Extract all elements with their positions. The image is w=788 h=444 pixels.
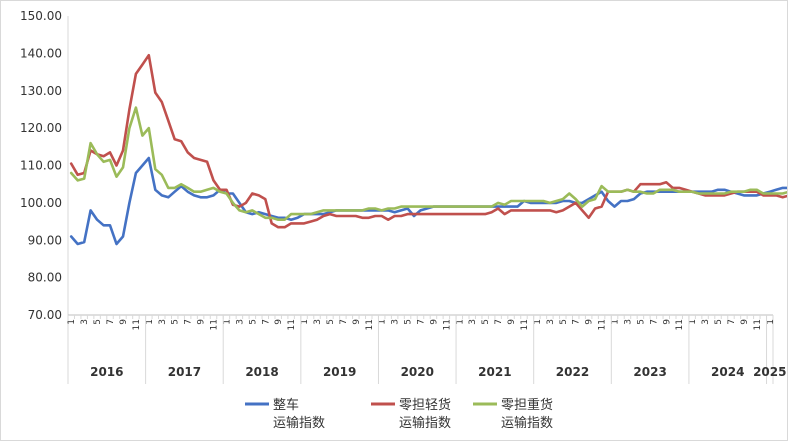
y-tick-label: 150.00 <box>20 9 62 23</box>
legend-label: 整车运输指数 <box>273 397 325 431</box>
month-tick-label: 5 <box>326 319 336 325</box>
year-label: 2019 <box>323 365 356 379</box>
month-tick-label: 5 <box>559 319 569 325</box>
y-axis: 70.00 80.00 90.00 100.00 110.00 120.00 130.00 1… <box>20 9 69 322</box>
year-label: 2021 <box>478 365 511 379</box>
month-tick-label: 9 <box>197 319 207 325</box>
month-tick-label: 7 <box>572 319 582 325</box>
month-tick-label: 5 <box>636 319 646 325</box>
month-tick-label: 7 <box>339 319 349 325</box>
year-label: 2016 <box>90 365 123 379</box>
legend-item-2: 零担轻货运输指数 <box>371 397 451 431</box>
y-tick-label: 100.00 <box>20 196 62 210</box>
month-tick-label: 1 <box>766 319 776 325</box>
legend-label: 零担重货运输指数 <box>501 397 553 431</box>
legend: 整车运输指数 零担轻货运输指数 零担重货运输指数 <box>245 397 553 431</box>
month-tick-label: 7 <box>106 319 116 325</box>
month-tick-label: 3 <box>158 319 168 325</box>
month-tick-label: 7 <box>184 319 194 325</box>
month-tick-label: 3 <box>546 319 556 325</box>
series-line-3 <box>69 106 788 221</box>
month-tick-label: 3 <box>623 319 633 325</box>
month-tick-label: 11 <box>365 319 375 330</box>
month-tick-label: 9 <box>352 319 362 325</box>
month-tick-label: 11 <box>598 319 608 330</box>
y-tick-label: 90.00 <box>28 233 62 247</box>
legend-item-1: 整车运输指数 <box>245 397 325 431</box>
year-label: 2025 <box>753 365 786 379</box>
month-tick-label: 9 <box>274 319 284 325</box>
y-tick-label: 140.00 <box>20 46 62 60</box>
month-tick-label: 9 <box>119 319 129 325</box>
legend-item-3: 零担重货运输指数 <box>473 397 553 431</box>
month-tick-label: 7 <box>727 319 737 325</box>
year-label: 2020 <box>401 365 434 379</box>
month-tick-label: 7 <box>649 319 659 325</box>
month-tick-label: 1 <box>300 319 310 325</box>
month-tick-label: 1 <box>455 319 465 325</box>
month-tick-label: 3 <box>235 319 245 325</box>
legend-label: 零担轻货运输指数 <box>399 397 451 431</box>
series-line-2 <box>69 53 788 229</box>
month-tick-label: 11 <box>753 319 763 330</box>
month-tick-label: 1 <box>378 319 388 325</box>
year-label: 2024 <box>711 365 744 379</box>
year-label: 2017 <box>168 365 201 379</box>
y-tick-label: 120.00 <box>20 121 62 135</box>
month-tick-label: 5 <box>93 319 103 325</box>
month-tick-label: 9 <box>429 319 439 325</box>
month-tick-label: 9 <box>585 319 595 325</box>
month-tick-label: 9 <box>662 319 672 325</box>
month-tick-label: 5 <box>248 319 258 325</box>
year-label: 2023 <box>633 365 666 379</box>
month-tick-label: 1 <box>145 319 155 325</box>
month-tick-label: 9 <box>740 319 750 325</box>
series-line-1 <box>69 156 788 246</box>
month-tick-label: 1 <box>67 319 77 325</box>
month-tick-label: 11 <box>210 319 220 330</box>
year-label: 2022 <box>556 365 589 379</box>
month-tick-label: 5 <box>404 319 414 325</box>
month-tick-label: 3 <box>313 319 323 325</box>
series-lines <box>69 53 788 246</box>
month-tick-label: 9 <box>507 319 517 325</box>
month-tick-label: 1 <box>611 319 621 325</box>
month-tick-label: 5 <box>481 319 491 325</box>
month-tick-label: 3 <box>468 319 478 325</box>
year-label: 2018 <box>245 365 278 379</box>
month-tick-label: 3 <box>701 319 711 325</box>
month-tick-label: 3 <box>80 319 90 325</box>
month-tick-label: 1 <box>533 319 543 325</box>
month-tick-label: 1 <box>222 319 232 325</box>
month-tick-label: 7 <box>494 319 504 325</box>
y-tick-label: 110.00 <box>20 159 62 173</box>
month-tick-label: 5 <box>171 319 181 325</box>
month-tick-label: 11 <box>442 319 452 330</box>
month-tick-label: 5 <box>714 319 724 325</box>
y-tick-label: 130.00 <box>20 84 62 98</box>
month-tick-label: 11 <box>675 319 685 330</box>
month-tick-label: 7 <box>417 319 427 325</box>
month-tick-label: 11 <box>520 319 530 330</box>
month-tick-label: 3 <box>391 319 401 325</box>
month-tick-label: 11 <box>287 319 297 330</box>
month-tick-label: 7 <box>261 319 271 325</box>
month-tick-label: 11 <box>132 319 142 330</box>
y-tick-label: 70.00 <box>28 308 62 322</box>
month-tick-label: 1 <box>688 319 698 325</box>
y-tick-label: 80.00 <box>28 271 62 285</box>
